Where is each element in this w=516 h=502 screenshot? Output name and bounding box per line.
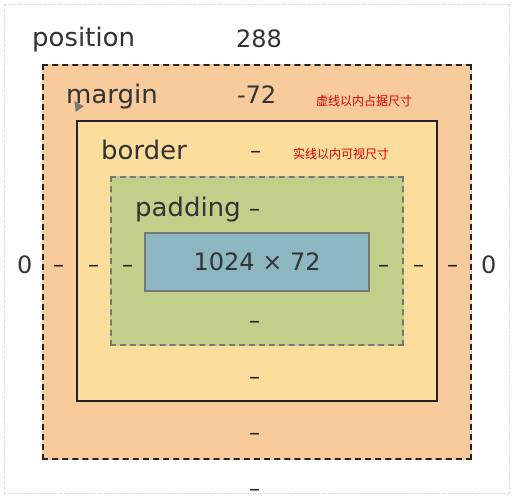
position-left-value[interactable]: 0 <box>17 251 33 279</box>
position-top-value[interactable]: 288 <box>236 25 282 53</box>
border-bottom-value[interactable]: – <box>249 365 260 390</box>
content-size-value[interactable]: 1024 × 72 <box>193 248 321 276</box>
margin-bottom-value[interactable]: – <box>249 421 260 446</box>
padding-top-value[interactable]: – <box>249 197 260 222</box>
content-box[interactable] <box>144 232 370 292</box>
position-label: position <box>32 23 135 53</box>
border-label: border <box>101 136 187 166</box>
margin-right-value[interactable]: – <box>447 253 458 278</box>
position-bottom-value[interactable]: – <box>249 477 260 502</box>
solid-area-note: 实线以内可视尺寸 <box>293 147 390 161</box>
position-right-value[interactable]: 0 <box>481 251 497 279</box>
padding-bottom-value[interactable]: – <box>249 309 260 334</box>
padding-right-value[interactable]: – <box>378 253 389 278</box>
margin-top-value[interactable]: -72 <box>237 81 277 109</box>
margin-label: margin <box>66 80 158 110</box>
border-right-value[interactable]: – <box>413 253 424 278</box>
dashed-area-note: 虚线以内占据尺寸 <box>316 94 413 108</box>
border-left-value[interactable]: – <box>88 253 99 278</box>
border-top-value[interactable]: – <box>250 139 261 164</box>
padding-label: padding <box>135 193 241 223</box>
padding-left-value[interactable]: – <box>122 253 133 278</box>
margin-left-value[interactable]: – <box>53 253 64 278</box>
box-model-frame <box>4 4 510 494</box>
